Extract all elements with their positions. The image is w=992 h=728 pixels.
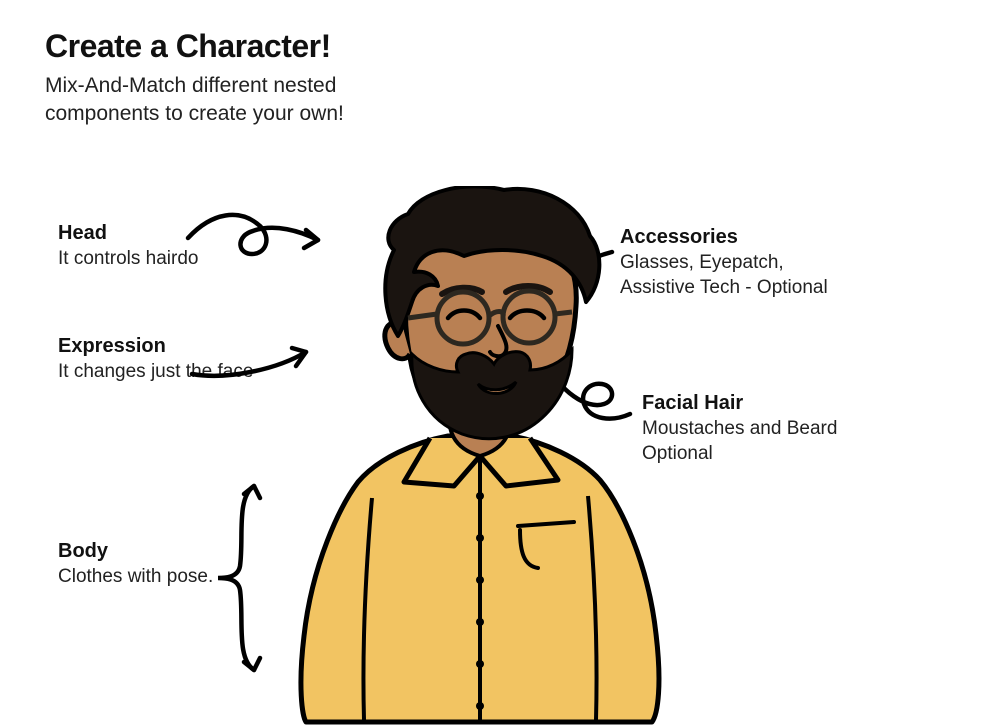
label-head: Head It controls hairdo	[58, 222, 198, 272]
label-head-desc: It controls hairdo	[58, 247, 198, 272]
label-expression-heading: Expression	[58, 335, 253, 358]
label-body-heading: Body	[58, 540, 213, 563]
arrow-body-brace-icon	[208, 478, 268, 678]
label-expression: Expression It changes just the face	[58, 335, 253, 385]
label-head-heading: Head	[58, 222, 198, 245]
label-body-desc: Clothes with pose.	[58, 565, 213, 590]
page-title: Create a Character!	[45, 28, 331, 65]
character-illustration	[280, 186, 680, 726]
label-expression-desc: It changes just the face	[58, 360, 253, 385]
page-subtitle: Mix-And-Match different nested component…	[45, 72, 405, 129]
label-body: Body Clothes with pose.	[58, 540, 213, 590]
